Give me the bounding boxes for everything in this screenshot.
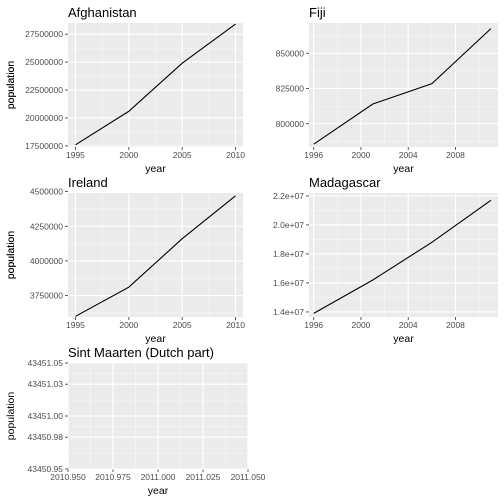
y-tick-label: 43450.98 — [28, 432, 64, 442]
facet-panel: 1996 2000 2004 2008 800000 825000 850000 Fiji ye… — [5, 5, 498, 175]
x-tick-label: 2004 — [399, 150, 418, 160]
y-tick-label: 25000000 — [25, 57, 63, 67]
x-tick-label: 2000 — [352, 150, 371, 160]
panel-title: Fiji — [309, 5, 326, 20]
series-line — [75, 195, 236, 317]
y-tick-label: 20000000 — [25, 113, 63, 123]
x-axis-title: year — [393, 333, 414, 345]
x-tick-label: 2010 — [226, 320, 245, 330]
x-tick-label: 2011.000 — [141, 472, 176, 482]
panel-title: Madagascar — [309, 175, 381, 190]
facet-panel: 1995 2000 2005 2010 3750000 4000000 4250000 450… — [5, 175, 245, 345]
x-tick-label: 2000 — [119, 320, 138, 330]
y-tick-label: 43450.95 — [28, 464, 64, 474]
x-tick-label: 2011.050 — [231, 472, 266, 482]
y-axis-title: population — [5, 231, 17, 280]
y-tick-label: 4000000 — [30, 256, 63, 266]
series-line — [313, 199, 492, 314]
y-tick-label: 1.6e+07 — [273, 278, 304, 288]
y-axis-title: population — [5, 392, 17, 441]
y-tick-label: 4250000 — [30, 221, 63, 231]
x-tick-label: 2010 — [226, 150, 245, 160]
y-tick-label: 2.0e+07 — [273, 220, 304, 230]
y-tick-label: 22500000 — [25, 85, 63, 95]
x-tick-label: 1995 — [66, 320, 85, 330]
x-tick-label: 2010.950 — [50, 472, 86, 482]
x-tick-label: 2000 — [352, 320, 371, 330]
y-tick-label: 43451.00 — [28, 411, 64, 421]
series-line — [313, 28, 492, 145]
y-tick-label: 3750000 — [30, 291, 63, 301]
y-tick-label: 1.8e+07 — [273, 249, 304, 259]
x-tick-label: 2010.975 — [95, 472, 131, 482]
series-line — [75, 23, 236, 146]
y-tick-label: 825000 — [276, 84, 305, 94]
x-tick-label: 1996 — [304, 320, 323, 330]
x-tick-label: 2005 — [173, 150, 192, 160]
panel-background — [309, 193, 498, 317]
y-tick-label: 43451.03 — [28, 379, 64, 389]
y-tick-label: 27500000 — [25, 29, 63, 39]
y-tick-label: 800000 — [276, 119, 305, 129]
x-tick-label: 1996 — [304, 150, 323, 160]
x-tick-label: 1995 — [66, 150, 85, 160]
panel-title: Afghanistan — [68, 5, 137, 20]
y-tick-label: 2.2e+07 — [273, 191, 304, 201]
y-axis-title: population — [5, 231, 17, 280]
y-tick-label: 850000 — [276, 48, 305, 58]
panel-title: Sint Maarten (Dutch part) — [68, 345, 214, 360]
y-tick-label: 1.4e+07 — [273, 307, 304, 317]
x-axis-title: year — [148, 485, 169, 497]
y-tick-label: 43451.05 — [28, 358, 64, 368]
panel-title: Ireland — [68, 175, 108, 190]
x-axis-title: year — [145, 333, 166, 345]
x-axis-title: year — [393, 163, 414, 175]
x-axis-title: year — [145, 163, 166, 175]
facet-panel: 1996 2000 2004 2008 1.4e+07 1.6e+07 1.8e+07 2.0… — [5, 175, 498, 345]
facet-panel: 1995 2000 2005 2010 17500000 20000000 22500000… — [5, 5, 245, 175]
x-tick-label: 2005 — [173, 320, 192, 330]
x-tick-label: 2008 — [446, 150, 465, 160]
x-tick-label: 2004 — [399, 320, 418, 330]
x-tick-label: 2011.025 — [186, 472, 221, 482]
y-tick-label: 4500000 — [30, 187, 63, 197]
y-axis-title: population — [5, 61, 17, 110]
x-tick-label: 2008 — [446, 320, 465, 330]
y-tick-label: 17500000 — [25, 141, 63, 151]
y-axis-title: population — [5, 61, 17, 110]
x-tick-label: 2000 — [119, 150, 138, 160]
facet-panel: 2010.950 2010.975 2011.000 2011.025 2011.050… — [5, 345, 266, 497]
